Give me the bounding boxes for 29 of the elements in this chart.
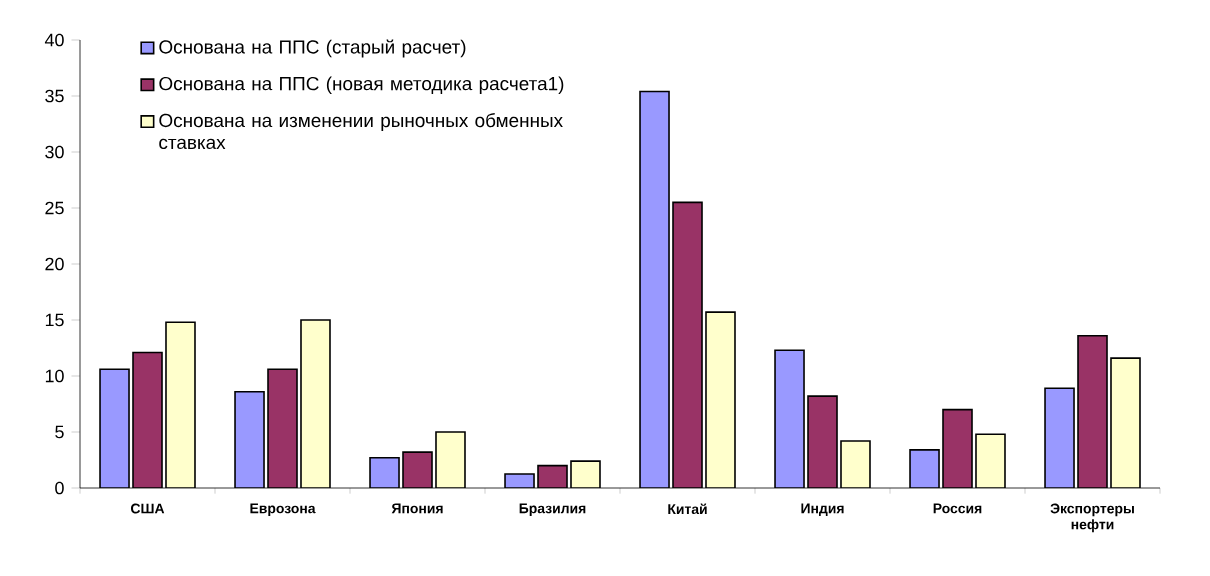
bar bbox=[435, 431, 466, 488]
bar bbox=[639, 90, 670, 488]
y-tick-label: 40 bbox=[44, 33, 64, 47]
bar bbox=[672, 201, 703, 488]
y-tick-label: 30 bbox=[45, 145, 64, 159]
bar bbox=[99, 368, 130, 488]
legend-label: Основана на ППС (новая методика расчета1) bbox=[159, 76, 564, 95]
bar bbox=[1077, 334, 1108, 488]
bar bbox=[165, 321, 196, 488]
bar bbox=[267, 368, 298, 488]
bar bbox=[705, 311, 736, 488]
bar bbox=[975, 433, 1006, 488]
y-tick-label: 10 bbox=[45, 369, 64, 383]
bar bbox=[1110, 357, 1141, 488]
bar bbox=[300, 319, 331, 488]
bar bbox=[942, 408, 973, 488]
legend-label: Основана на изменении рыночных обменных ставках bbox=[159, 113, 563, 150]
bar bbox=[1044, 387, 1075, 488]
y-tick-label: 25 bbox=[45, 201, 64, 215]
bar bbox=[234, 390, 265, 488]
y-tick-label: 20 bbox=[45, 257, 64, 271]
y-tick-label: 35 bbox=[45, 89, 64, 103]
y-tick-label: 15 bbox=[45, 313, 64, 327]
bar bbox=[807, 395, 838, 488]
bar bbox=[774, 349, 805, 488]
y-tick-label: 5 bbox=[55, 425, 64, 439]
legend-label: Основана на ППС (старый расчет) bbox=[159, 39, 466, 58]
bar bbox=[132, 351, 163, 488]
y-tick-label: 0 bbox=[55, 481, 64, 495]
